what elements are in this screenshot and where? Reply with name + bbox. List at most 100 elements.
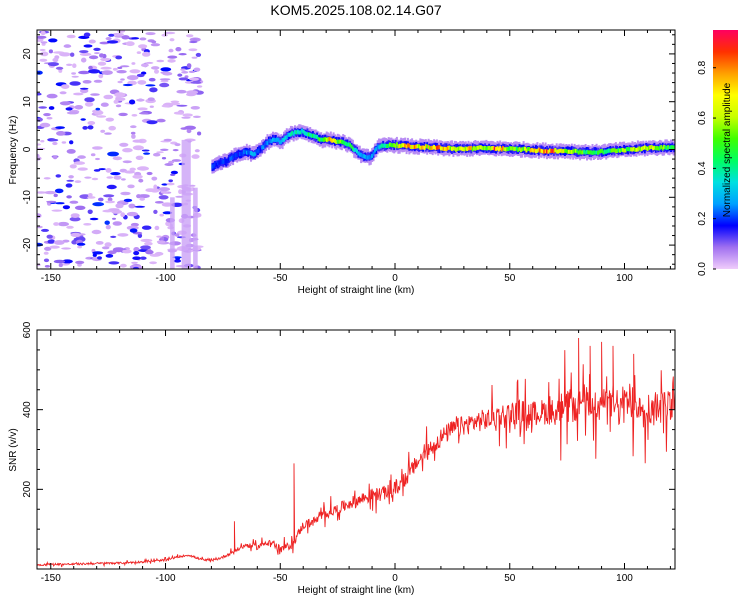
ridge-core bbox=[365, 155, 368, 160]
noise-blob bbox=[112, 67, 118, 71]
ridge-band bbox=[394, 140, 397, 148]
ridge-core bbox=[361, 153, 364, 158]
noise-blob bbox=[108, 208, 120, 211]
ridge-core bbox=[502, 146, 504, 151]
ridge-core bbox=[261, 145, 263, 150]
ridge-core bbox=[318, 137, 321, 142]
ridge-core bbox=[599, 149, 602, 154]
noise-blob bbox=[160, 79, 169, 83]
ridge-core bbox=[435, 145, 438, 150]
ridge-core bbox=[645, 146, 648, 151]
noise-blob bbox=[77, 167, 88, 171]
noise-blob bbox=[60, 84, 70, 89]
noise-blob bbox=[147, 97, 155, 101]
ridge-core bbox=[296, 129, 299, 134]
noise-blob bbox=[66, 225, 74, 229]
ridge-core bbox=[423, 145, 426, 150]
noise-blob bbox=[133, 251, 140, 256]
ridge-core bbox=[449, 146, 452, 151]
noise-blob bbox=[98, 197, 104, 202]
y-tick-label: -10 bbox=[22, 190, 33, 205]
ridge-core bbox=[250, 151, 252, 155]
ridge-core bbox=[401, 143, 404, 148]
ridge-core bbox=[620, 147, 623, 152]
ridge-core bbox=[660, 144, 663, 149]
figure-title: KOM5.2025.108.02.14.G07 bbox=[270, 2, 441, 18]
noise-blob bbox=[117, 233, 129, 237]
y-tick-label: 400 bbox=[22, 401, 33, 418]
ridge-core bbox=[357, 151, 360, 156]
ridge-core bbox=[329, 137, 332, 142]
ridge-core bbox=[343, 141, 346, 146]
noise-blob bbox=[66, 149, 76, 154]
ridge-core bbox=[295, 130, 298, 135]
ridge-core bbox=[288, 132, 291, 137]
ridge-core bbox=[546, 149, 548, 154]
noise-blob bbox=[90, 153, 96, 157]
ridge-core bbox=[568, 149, 571, 154]
noise-blob bbox=[69, 164, 77, 169]
ridge-core bbox=[360, 152, 363, 157]
ridge-core bbox=[258, 148, 261, 153]
noise-blob bbox=[151, 66, 160, 70]
noise-blob bbox=[49, 245, 60, 249]
ridge-core bbox=[384, 144, 387, 148]
ridge-core bbox=[638, 146, 641, 151]
ridge-core bbox=[521, 147, 524, 152]
noise-blob bbox=[61, 141, 67, 144]
noise-blob bbox=[178, 53, 187, 56]
ridge-core bbox=[581, 150, 584, 155]
noise-blob bbox=[54, 188, 64, 194]
noise-blob bbox=[166, 182, 175, 186]
ridge-core bbox=[471, 147, 474, 152]
noise-blob bbox=[186, 129, 192, 134]
ridge-core bbox=[227, 157, 230, 162]
ridge-core bbox=[247, 149, 250, 154]
ridge-core bbox=[573, 148, 576, 153]
ridge-core bbox=[405, 144, 408, 149]
ridge-core bbox=[466, 147, 469, 152]
noise-blob bbox=[61, 259, 73, 264]
ridge-core bbox=[444, 146, 447, 151]
ridge-core bbox=[665, 146, 668, 150]
ridge-core bbox=[331, 138, 334, 143]
noise-blob bbox=[119, 142, 129, 147]
noise-blob bbox=[132, 174, 143, 179]
noise-blob bbox=[71, 72, 76, 75]
ridge-core bbox=[550, 149, 553, 153]
noise-blob bbox=[186, 34, 194, 38]
noise-blob bbox=[120, 78, 125, 81]
noise-blob bbox=[74, 105, 84, 110]
ridge-core bbox=[592, 150, 595, 155]
noise-blob bbox=[104, 220, 110, 225]
ridge-core bbox=[530, 147, 533, 152]
ridge-core bbox=[477, 145, 480, 150]
snr-xlabel: Height of straight line (km) bbox=[298, 585, 415, 596]
ridge-core bbox=[373, 148, 376, 153]
y-tick-label: 0 bbox=[22, 146, 33, 152]
noise-blob bbox=[56, 131, 66, 136]
ridge-core bbox=[453, 146, 456, 151]
noise-blob bbox=[131, 134, 136, 139]
noise-blob bbox=[139, 197, 145, 201]
ridge-core bbox=[251, 151, 254, 156]
ridge-core bbox=[485, 146, 488, 151]
noise-blob bbox=[70, 232, 82, 237]
noise-blob bbox=[92, 146, 103, 150]
ridge-core bbox=[474, 146, 477, 151]
noise-blob bbox=[172, 149, 179, 152]
ridge-core bbox=[522, 146, 525, 151]
noise-blob bbox=[124, 170, 136, 174]
ridge-core bbox=[236, 153, 239, 157]
ridge-core bbox=[572, 149, 575, 154]
noise-blob bbox=[149, 105, 154, 108]
ridge-core bbox=[283, 137, 285, 142]
ridge-core bbox=[325, 138, 328, 142]
noise-stripe bbox=[193, 187, 198, 269]
noise-stripe bbox=[181, 139, 191, 269]
noise-blob bbox=[104, 132, 112, 135]
ridge-core bbox=[394, 144, 397, 149]
noise-blob bbox=[55, 66, 64, 70]
ridge-core bbox=[499, 146, 502, 151]
ridge-core bbox=[608, 148, 610, 153]
